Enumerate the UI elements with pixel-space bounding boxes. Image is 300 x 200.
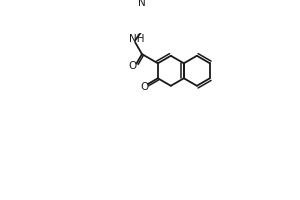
- Text: NH: NH: [129, 34, 145, 44]
- Text: O: O: [128, 61, 136, 71]
- Text: N: N: [138, 0, 146, 8]
- Text: O: O: [140, 82, 148, 92]
